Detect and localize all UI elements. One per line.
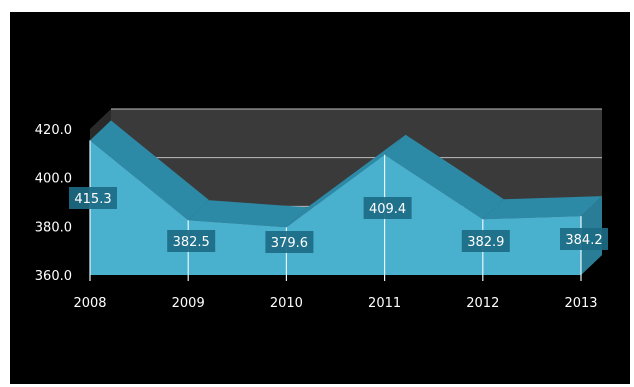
x-tick-label: 2009: [172, 296, 205, 311]
area-chart: 360.0 380.0 400.0 420.0 2008 2009 2010 2011 2012…: [35, 108, 608, 311]
data-label: 382.5: [173, 235, 210, 250]
area-top-face: [188, 200, 308, 228]
area-top-face: [286, 134, 406, 228]
data-label: 382.9: [467, 235, 504, 250]
area-top-face: [482, 196, 602, 220]
data-label-box: [167, 230, 216, 252]
data-label: 415.3: [74, 192, 111, 207]
area-top-face: [90, 120, 210, 221]
area-top-face: [384, 134, 504, 220]
chart-frame: 360.0 380.0 400.0 420.0 2008 2009 2010 2011 2012…: [10, 12, 630, 384]
y-tick-label: 380.0: [35, 220, 72, 235]
data-label-box: [69, 187, 117, 209]
x-tick-label: 2013: [564, 296, 597, 311]
data-label: 379.6: [271, 236, 308, 251]
data-label: 384.2: [565, 233, 602, 248]
data-label-box: [461, 230, 510, 252]
y-tick-label: 400.0: [35, 172, 72, 187]
x-tick-label: 2010: [270, 296, 303, 311]
data-label: 409.4: [369, 202, 406, 217]
x-tick-label: 2011: [368, 296, 401, 311]
x-tick-label: 2012: [466, 296, 499, 311]
data-label-box: [363, 197, 412, 219]
y-tick-label: 420.0: [35, 123, 72, 138]
data-label-box: [265, 231, 314, 253]
data-label-box: [560, 228, 608, 250]
y-tick-label: 360.0: [35, 269, 72, 284]
x-tick-label: 2008: [73, 296, 106, 311]
